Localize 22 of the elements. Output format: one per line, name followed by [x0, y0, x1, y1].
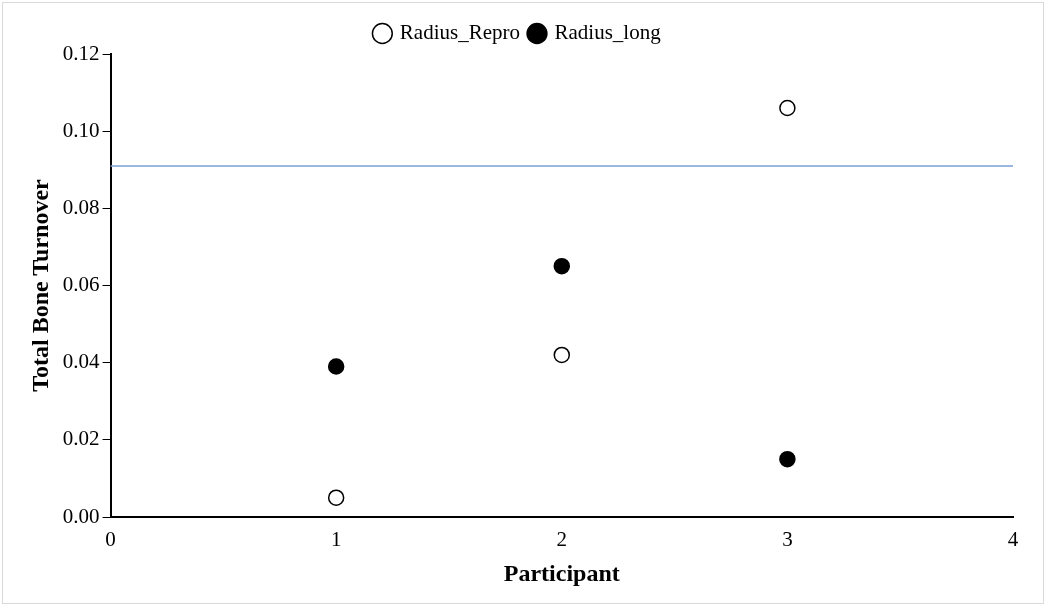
x-tick-label: 3 [782, 527, 793, 552]
legend-label: Radius_Repro [399, 20, 520, 45]
point [779, 99, 796, 117]
x-tick-label: 1 [330, 527, 342, 552]
y-tick-label: 0.02 [62, 426, 100, 451]
y-tick-label: 0.06 [62, 272, 100, 297]
x-tick-label: 2 [556, 527, 568, 552]
y-tick-label: 0.00 [62, 503, 100, 528]
point [327, 358, 345, 375]
y-tick-label: 0.10 [62, 117, 100, 142]
y-tick-label: 0.08 [62, 194, 100, 219]
y-axis-title: Total Bone Turnover [26, 178, 53, 392]
point [779, 450, 796, 468]
point [327, 489, 345, 506]
point [553, 257, 571, 275]
x-tick-label: 4 [1007, 527, 1019, 552]
y-tick-label: 0.12 [62, 40, 100, 65]
point [553, 346, 571, 364]
x-tick-label: 0 [105, 527, 116, 552]
x-axis-title: Participant [503, 559, 620, 586]
legend-label: Radius_long [554, 20, 662, 45]
y-tick-label: 0.04 [62, 349, 101, 374]
